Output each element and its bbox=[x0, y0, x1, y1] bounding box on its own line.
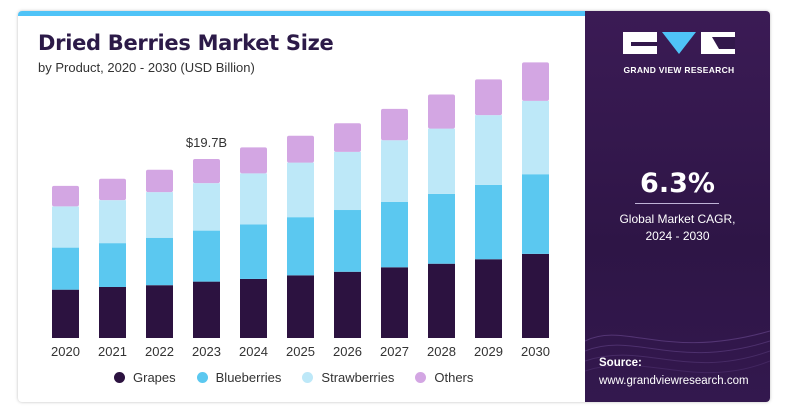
x-tick-label-2022: 2022 bbox=[145, 344, 174, 359]
bar-segment-grapes-2022 bbox=[146, 285, 173, 338]
x-tick-label-2021: 2021 bbox=[98, 344, 127, 359]
legend-item-grapes: Grapes bbox=[114, 370, 176, 385]
cagr-label-line2: 2024 - 2030 bbox=[645, 229, 710, 243]
x-tick-label-2029: 2029 bbox=[474, 344, 503, 359]
bar-segment-strawberries-2025 bbox=[287, 162, 314, 218]
bar-segment-blueberries-2020 bbox=[52, 247, 79, 290]
stacked-bar-chart: 2020 2021 2022 2023 $19.7B 2024 2025 2026 2027 20… bbox=[51, 62, 550, 359]
bar-segment-grapes-2029 bbox=[475, 259, 502, 338]
decorative-waves bbox=[585, 330, 770, 374]
brand-name: GRAND VIEW RESEARCH bbox=[623, 65, 735, 75]
bar-segment-strawberries-2028 bbox=[428, 128, 455, 194]
bar-segment-blueberries-2024 bbox=[240, 224, 267, 279]
bar-segment-grapes-2024 bbox=[240, 278, 267, 338]
bar-segment-grapes-2023 bbox=[193, 281, 220, 338]
bar-segment-strawberries-2026 bbox=[334, 151, 361, 211]
bar-segment-grapes-2021 bbox=[99, 286, 126, 338]
x-tick-label-2025: 2025 bbox=[286, 344, 315, 359]
bar-segment-grapes-2028 bbox=[428, 263, 455, 338]
bar-segment-others-2026 bbox=[334, 123, 361, 152]
data-label-2023: $19.7B bbox=[186, 135, 227, 150]
info-panel: GRAND VIEW RESEARCH 6.3% Global Market C… bbox=[585, 11, 770, 402]
bar-segment-strawberries-2023 bbox=[193, 183, 220, 231]
bar-segment-blueberries-2023 bbox=[193, 230, 220, 282]
legend-swatch bbox=[302, 371, 314, 383]
bar-segment-others-2021 bbox=[99, 178, 126, 201]
bar-segment-blueberries-2027 bbox=[381, 201, 408, 268]
bar-segment-others-2024 bbox=[240, 147, 267, 174]
legend-item-blueberries: Blueberries bbox=[196, 369, 282, 385]
accent-bar bbox=[18, 11, 585, 16]
bar-segment-strawberries-2029 bbox=[475, 115, 502, 185]
source-label: Source: bbox=[599, 357, 642, 369]
bar-segment-blueberries-2025 bbox=[287, 217, 314, 276]
cagr-divider bbox=[635, 203, 719, 204]
bar-segment-others-2028 bbox=[428, 94, 455, 129]
bar-segment-grapes-2030 bbox=[522, 253, 549, 338]
cagr-label-line1: Global Market CAGR, bbox=[619, 212, 736, 226]
bar-segment-others-2029 bbox=[475, 79, 502, 116]
bar-segment-strawberries-2022 bbox=[146, 192, 173, 238]
x-tick-label-2026: 2026 bbox=[333, 344, 362, 359]
bar-segment-others-2027 bbox=[381, 108, 408, 141]
logo-icon bbox=[623, 32, 735, 54]
bar-segment-blueberries-2030 bbox=[522, 174, 549, 254]
bar-segment-blueberries-2029 bbox=[475, 184, 502, 260]
bar-segment-blueberries-2021 bbox=[99, 243, 126, 287]
legend-swatch bbox=[114, 371, 125, 383]
bar-segment-grapes-2027 bbox=[381, 267, 408, 338]
bar-segment-strawberries-2021 bbox=[99, 200, 126, 244]
bar-segment-strawberries-2030 bbox=[522, 100, 549, 175]
bar-segment-strawberries-2020 bbox=[52, 206, 79, 248]
bar-segment-blueberries-2026 bbox=[334, 210, 361, 272]
chart-legend: Grapes Blueberries Strawberries Others bbox=[114, 368, 494, 386]
legend-label: Grapes bbox=[133, 369, 176, 385]
bar-segment-grapes-2025 bbox=[287, 275, 314, 338]
legend-swatch bbox=[196, 371, 208, 383]
legend-label: Others bbox=[434, 369, 474, 385]
legend-item-others: Others bbox=[415, 370, 473, 385]
bar-segment-blueberries-2028 bbox=[428, 193, 455, 264]
bar-segment-grapes-2020 bbox=[52, 289, 79, 338]
bar-segment-others-2025 bbox=[287, 135, 314, 163]
x-tick-label-2027: 2027 bbox=[380, 344, 409, 359]
x-tick-label-2028: 2028 bbox=[427, 344, 456, 359]
legend-label: Blueberries bbox=[215, 369, 282, 385]
x-tick-label-2023: 2023 bbox=[192, 344, 221, 359]
x-tick-label-2020: 2020 bbox=[51, 344, 80, 359]
cagr-label: Global Market CAGR, 2024 - 2030 bbox=[585, 211, 770, 245]
bar-segment-others-2022 bbox=[146, 169, 173, 193]
x-tick-label-2030: 2030 bbox=[521, 344, 550, 359]
bar-segment-others-2030 bbox=[522, 62, 549, 101]
bar-segment-grapes-2026 bbox=[334, 271, 361, 338]
legend-swatch bbox=[415, 371, 427, 383]
bar-segment-strawberries-2024 bbox=[240, 173, 267, 225]
bar-segment-others-2023 bbox=[193, 159, 220, 184]
source-link[interactable]: www.grandviewresearch.com bbox=[599, 375, 749, 387]
chart-title: Dried Berries Market Size bbox=[38, 31, 334, 55]
chart-card: Dried Berries Market Size by Product, 20… bbox=[18, 11, 770, 402]
bar-segment-strawberries-2027 bbox=[381, 140, 408, 202]
legend-label: Strawberries bbox=[321, 369, 395, 385]
cagr-value: 6.3% bbox=[640, 168, 715, 199]
x-tick-label-2024: 2024 bbox=[239, 344, 268, 359]
legend-item-strawberries: Strawberries bbox=[302, 370, 394, 385]
brand-logo: GRAND VIEW RESEARCH bbox=[609, 29, 749, 79]
chart-subtitle: by Product, 2020 - 2030 (USD Billion) bbox=[38, 60, 255, 75]
bar-segment-others-2020 bbox=[52, 185, 79, 207]
bar-segment-blueberries-2022 bbox=[146, 237, 173, 286]
